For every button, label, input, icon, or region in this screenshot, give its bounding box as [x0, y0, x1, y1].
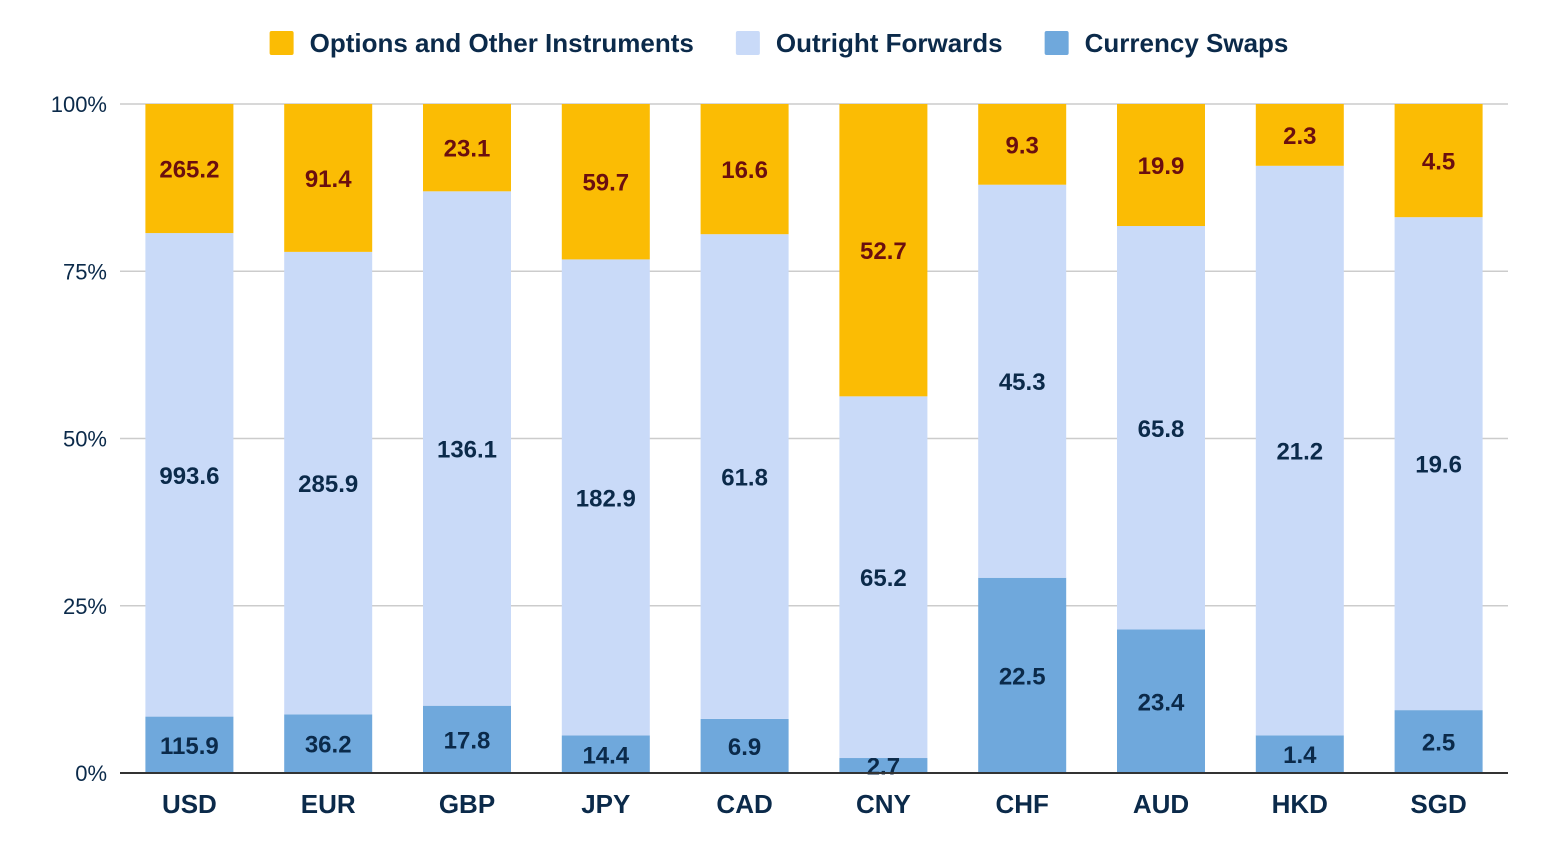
bar-options-and-other-instruments-sgd: [1394, 104, 1483, 218]
x-tick-cad: CAD: [716, 789, 772, 819]
bar-currency-swaps-jpy: [561, 735, 650, 773]
legend-swatch-outright-forwards: [735, 31, 760, 55]
bar-options-and-other-instruments-hkd: [1255, 104, 1344, 166]
data-label-outright-forwards-chf: 45.3: [999, 369, 1046, 396]
bar-outright-forwards-jpy: [561, 259, 650, 736]
y-tick-75: 75%: [63, 259, 107, 284]
data-label-options-and-other-instruments-gbp: 23.1: [444, 136, 491, 163]
bar-stack-eur: 36.2 285.9 91.4: [284, 104, 373, 773]
data-label-currency-swaps-chf: 22.5: [999, 663, 1046, 690]
y-tick-50: 50%: [63, 427, 107, 452]
data-label-currency-swaps-sgd: 2.5: [1422, 730, 1455, 757]
bar-outright-forwards-aud: [1117, 226, 1205, 630]
x-tick-usd: USD: [162, 789, 217, 819]
legend-item-outright-forwards: Outright Forwards: [735, 28, 1003, 58]
bar-currency-swaps-aud: [1117, 629, 1205, 773]
bar-options-and-other-instruments-cad: [700, 104, 789, 235]
data-label-outright-forwards-jpy: 182.9: [576, 485, 636, 512]
bar-stack-cad: 6.9 61.8 16.6: [700, 104, 789, 773]
data-label-options-and-other-instruments-eur: 91.4: [305, 166, 352, 193]
data-label-outright-forwards-gbp: 136.1: [437, 437, 497, 464]
bar-outright-forwards-chf: [978, 184, 1067, 578]
data-label-options-and-other-instruments-chf: 9.3: [1006, 132, 1039, 159]
data-label-options-and-other-instruments-cny: 52.7: [860, 238, 907, 265]
bar-currency-swaps-eur: [284, 714, 373, 773]
y-tick-0: 0%: [75, 761, 107, 786]
y-tick-100: 100%: [51, 92, 107, 117]
bar-outright-forwards-gbp: [423, 191, 511, 706]
bar-options-and-other-instruments-chf: [978, 104, 1067, 185]
bar-currency-swaps-cny: [839, 758, 928, 773]
legend: Options and Other Instruments Outright Fo…: [269, 28, 1289, 58]
bar-outright-forwards-eur: [284, 251, 373, 715]
bar-options-and-other-instruments-aud: [1117, 104, 1205, 227]
x-tick-aud: AUD: [1133, 789, 1189, 819]
data-label-currency-swaps-aud: 23.4: [1138, 689, 1185, 716]
legend-swatch-options-and-other-instruments: [269, 31, 294, 55]
bar-outright-forwards-usd: [145, 233, 234, 717]
y-tick-25: 25%: [63, 594, 107, 619]
bar-stack-hkd: 1.4 21.2 2.3: [1255, 104, 1344, 773]
data-label-outright-forwards-aud: 65.8: [1138, 416, 1185, 443]
bar-currency-swaps-hkd: [1255, 735, 1344, 773]
x-tick-sgd: SGD: [1410, 789, 1466, 819]
legend-swatch-currency-swaps: [1044, 31, 1069, 55]
bar-stack-chf: 22.5 45.3 9.3: [978, 104, 1067, 773]
legend-label-options-and-other-instruments: Options and Other Instruments: [310, 28, 694, 58]
x-tick-cny: CNY: [856, 789, 911, 819]
data-label-currency-swaps-usd: 115.9: [160, 733, 219, 760]
data-label-options-and-other-instruments-usd: 265.2: [159, 157, 219, 184]
x-tick-jpy: JPY: [581, 789, 630, 819]
data-label-options-and-other-instruments-jpy: 59.7: [582, 170, 629, 197]
data-label-currency-swaps-gbp: 17.8: [444, 727, 491, 754]
bar-options-and-other-instruments-usd: [145, 104, 234, 234]
bar-currency-swaps-cad: [700, 718, 789, 773]
data-label-options-and-other-instruments-hkd: 2.3: [1283, 123, 1316, 150]
bar-outright-forwards-sgd: [1394, 217, 1483, 711]
data-label-options-and-other-instruments-cad: 16.6: [721, 157, 768, 184]
data-label-outright-forwards-hkd: 21.2: [1276, 439, 1323, 466]
data-label-currency-swaps-eur: 36.2: [305, 732, 352, 759]
bar-currency-swaps-chf: [978, 577, 1067, 773]
bar-options-and-other-instruments-eur: [284, 104, 373, 252]
data-label-outright-forwards-usd: 993.6: [159, 463, 219, 490]
legend-label-currency-swaps: Currency Swaps: [1085, 28, 1289, 58]
bar-outright-forwards-hkd: [1255, 165, 1344, 736]
bar-outright-forwards-cny: [839, 396, 928, 759]
bar-options-and-other-instruments-cny: [839, 104, 928, 397]
x-tick-chf: CHF: [995, 789, 1048, 819]
data-label-options-and-other-instruments-aud: 19.9: [1138, 153, 1185, 180]
bar-stack-aud: 23.4 65.8 19.9: [1117, 104, 1205, 773]
data-label-outright-forwards-cny: 65.2: [860, 565, 907, 592]
bars: 115.9 993.6 265.2 36.2 285.9 91.4 17.8 136.1 23.…: [145, 104, 1483, 781]
data-label-currency-swaps-cad: 6.9: [728, 734, 761, 761]
bar-stack-jpy: 14.4 182.9 59.7: [561, 104, 650, 773]
data-label-currency-swaps-hkd: 1.4: [1283, 742, 1317, 769]
bar-stack-cny: 2.765.252.7: [839, 104, 928, 781]
bar-currency-swaps-usd: [145, 716, 234, 773]
bar-stack-sgd: 2.5 19.6 4.5: [1394, 104, 1483, 773]
x-tick-eur: EUR: [301, 789, 356, 819]
x-axis: USD EUR GBP JPY CAD CNY CHF AUD HKD SGD: [120, 772, 1508, 819]
x-tick-gbp: GBP: [439, 789, 495, 819]
bar-options-and-other-instruments-gbp: [423, 104, 511, 192]
legend-label-outright-forwards: Outright Forwards: [776, 28, 1003, 58]
bar-options-and-other-instruments-jpy: [561, 104, 650, 260]
x-tick-hkd: HKD: [1272, 789, 1328, 819]
y-axis: 0% 25% 50% 75% 100%: [51, 92, 107, 786]
bar-outright-forwards-cad: [700, 234, 789, 719]
data-label-outright-forwards-sgd: 19.6: [1415, 452, 1462, 479]
bar-currency-swaps-gbp: [423, 705, 511, 773]
data-label-options-and-other-instruments-sgd: 4.5: [1422, 149, 1455, 176]
bar-stack-usd: 115.9 993.6 265.2: [145, 104, 234, 773]
legend-item-currency-swaps: Currency Swaps: [1044, 28, 1289, 58]
data-label-outright-forwards-cad: 61.8: [721, 465, 768, 492]
data-label-currency-swaps-jpy: 14.4: [582, 742, 629, 769]
bar-stack-gbp: 17.8 136.1 23.1: [423, 104, 511, 773]
legend-item-options-and-other-instruments: Options and Other Instruments: [269, 28, 694, 58]
bar-currency-swaps-sgd: [1394, 710, 1483, 773]
data-label-outright-forwards-eur: 285.9: [298, 471, 358, 498]
